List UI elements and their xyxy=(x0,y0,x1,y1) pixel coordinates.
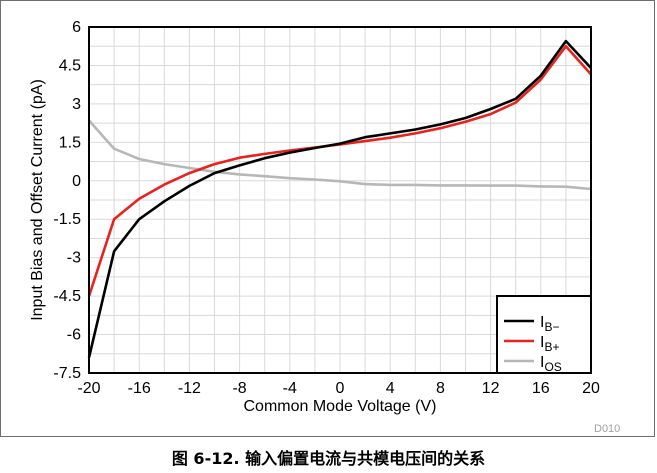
figure-caption: 图 6-12. 输入偏置电流与共模电压间的关系 xyxy=(171,449,486,468)
x-tick-label: -16 xyxy=(128,380,151,397)
x-tick-label: -4 xyxy=(283,380,297,397)
chart-series xyxy=(87,39,592,358)
x-tick-label: 0 xyxy=(336,380,345,397)
y-tick-label: -4.5 xyxy=(53,288,81,305)
y-tick-label: 1.5 xyxy=(59,134,81,151)
y-tick-label: -7.5 xyxy=(53,365,81,382)
bias-current-chart: -20 -16 -12 -8 -4 0 4 8 12 16 20 6 4.5 3 1.5 0 -1.5 -3 -4.… xyxy=(29,19,600,415)
y-tick-label: 3 xyxy=(72,96,81,113)
x-tick-label: -20 xyxy=(77,380,100,397)
plot-area-border xyxy=(88,26,592,374)
x-tick-label: 4 xyxy=(386,380,395,397)
y-tick-label: -3 xyxy=(67,250,81,267)
figure-code: D010 xyxy=(594,423,621,435)
x-tick-label: 8 xyxy=(436,380,445,397)
y-tick-label: 4.5 xyxy=(59,57,81,74)
x-tick-label: -8 xyxy=(232,380,246,397)
figure-frame xyxy=(0,0,655,437)
axis-ticks: -20 -16 -12 -8 -4 0 4 8 12 16 20 6 4.5 3 1.5 0 -1.5 -3 -4.… xyxy=(53,19,600,397)
series-line-os xyxy=(88,119,592,191)
y-tick-label: -1.5 xyxy=(53,211,81,228)
x-tick-label: -12 xyxy=(178,380,201,397)
y-tick-label: 6 xyxy=(72,19,81,36)
y-tick-label: -6 xyxy=(67,327,81,344)
x-axis-label: Common Mode Voltage (V) xyxy=(244,398,437,415)
y-tick-label: 0 xyxy=(72,173,81,190)
chart-legend: IB−IB+IOS xyxy=(496,295,592,374)
x-tick-label: 20 xyxy=(582,380,600,397)
y-axis-label: Input Bias and Offset Current (pA) xyxy=(29,79,46,321)
series-line-b xyxy=(87,39,592,358)
x-tick-label: 12 xyxy=(482,380,500,397)
x-tick-label: 16 xyxy=(532,380,550,397)
